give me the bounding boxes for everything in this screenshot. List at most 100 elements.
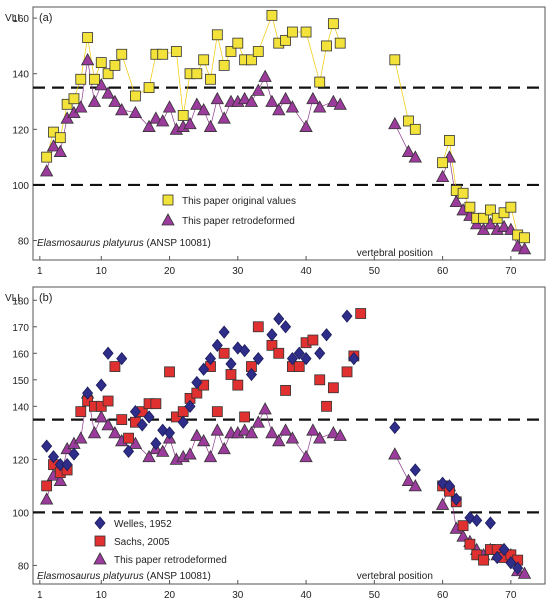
data-point-diamond [116,351,128,366]
data-point-triangle [80,52,95,66]
data-point-diamond [68,447,80,461]
data-point-triangle [142,449,156,463]
data-point-diamond [505,556,517,570]
species-caption: Elasmosaurus platyurus (ANSP 10081) [37,238,211,249]
specimen-id: (ANSP 10081) [144,571,211,582]
species-caption: Elasmosaurus platyurus (ANSP 10081) [37,571,211,582]
data-point-diamond [204,351,217,366]
data-point-triangle [53,144,67,157]
data-point-square [54,132,66,144]
data-point-triangle [401,473,416,486]
data-point-diamond [491,550,503,565]
data-point-square [314,76,326,88]
y-tick-label: 80 [18,561,30,572]
data-point-diamond [184,399,196,413]
data-point-triangle [115,103,129,116]
data-point-triangle [74,431,88,444]
x-tick-label: 40 [301,266,313,277]
data-point-square [498,207,510,219]
data-point-triangle [313,431,327,444]
data-point-diamond [177,415,189,429]
series-connector [148,54,157,88]
y-tick-label: 180 [12,296,29,307]
data-point-triangle [237,91,252,105]
series-connector [182,73,191,116]
data-point-square [464,538,476,550]
data-point-triangle [108,94,122,107]
data-point-triangle [203,449,218,463]
data-point-square [129,90,141,102]
data-point-square [150,398,162,410]
plot-frame [32,286,546,585]
data-point-square [478,554,489,566]
data-point-diamond [191,375,203,390]
data-point-triangle [511,239,525,252]
series-connector [80,37,88,80]
data-point-square [225,46,237,57]
data-point-diamond [266,328,278,342]
data-point-triangle [388,447,402,460]
data-point-square [157,48,169,60]
data-point-triangle [244,94,259,107]
data-point-triangle [203,119,218,132]
x-tick-label: 60 [437,266,449,277]
data-point-square [484,204,496,216]
data-point-diamond [102,346,114,360]
data-point-diamond [150,436,162,451]
data-point-triangle [142,119,156,132]
data-point-triangle [272,433,286,447]
data-point-triangle [237,423,252,436]
data-point-square [334,37,346,49]
data-point-triangle [149,111,163,124]
data-point-triangle [108,426,122,439]
data-point-triangle [435,497,450,510]
data-point-diamond [471,513,483,527]
data-point-triangle [408,150,422,163]
x-tick-label: 40 [301,590,313,601]
data-point-triangle [435,169,450,182]
data-point-square [109,361,121,372]
data-point-triangle [333,428,347,441]
x-tick-label: 70 [505,590,517,601]
data-point-triangle [87,426,102,439]
data-point-square [457,520,469,532]
data-point-triangle [190,428,204,441]
data-point-triangle [265,426,279,439]
data-point-square [232,37,244,49]
data-point-triangle [456,529,470,542]
data-point-square [225,369,237,380]
data-point-diamond [123,444,135,459]
data-point-square [61,98,73,110]
data-point-square [75,406,87,418]
data-point-triangle [272,103,286,116]
data-point-triangle [408,479,422,492]
x-tick-label: 50 [369,590,381,601]
series-connector [87,37,95,80]
data-point-square [266,9,278,21]
data-point-triangle [156,444,170,457]
data-point-square [191,68,203,80]
data-point-diamond [273,312,285,326]
data-point-triangle [401,144,416,157]
data-point-square [327,18,339,30]
data-point-diamond [198,362,210,376]
data-point-square [41,151,53,163]
data-point-square [75,73,87,85]
y-tick-label: 120 [12,125,29,136]
legend-label: Sachs, 2005 [114,537,170,548]
data-point-triangle [449,194,463,208]
data-point-square [321,400,332,412]
data-point-square [505,201,517,213]
y-tick-label: 150 [12,376,29,387]
data-point-triangle [217,441,231,455]
data-point-triangle [217,111,231,124]
data-point-diamond [245,367,257,382]
data-point-diamond [286,351,298,366]
data-point-square [252,321,264,333]
data-point-triangle [39,164,54,177]
data-point-square [205,73,216,85]
x-tick-label: 10 [96,266,108,277]
data-point-square [89,73,100,85]
x-tick-label: 50 [369,266,381,277]
data-point-square [211,406,223,418]
